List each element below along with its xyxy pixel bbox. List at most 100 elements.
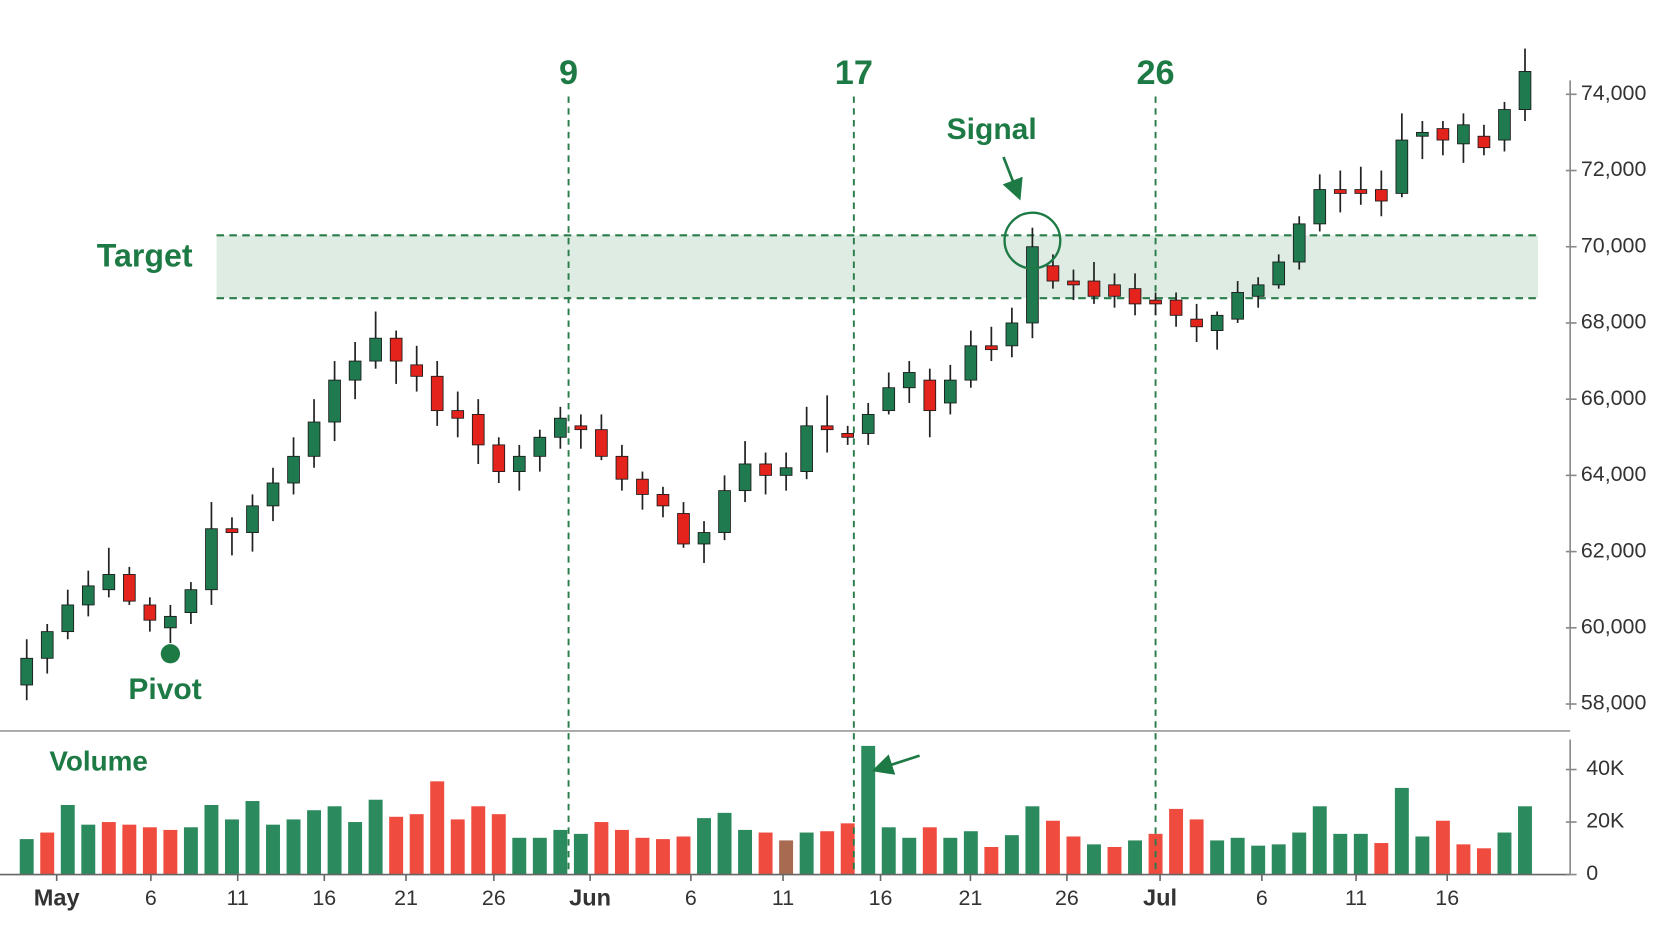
candle-body bbox=[1108, 284, 1121, 297]
volume-bar bbox=[430, 781, 445, 875]
volume-bar bbox=[327, 806, 342, 875]
candle-body bbox=[430, 375, 444, 412]
candle-body bbox=[1354, 189, 1368, 194]
candle-body bbox=[512, 455, 526, 473]
volume-bar bbox=[245, 801, 260, 875]
volume-title: Volume bbox=[49, 745, 148, 776]
volume-bar bbox=[635, 837, 650, 875]
volume-bar bbox=[19, 839, 34, 875]
candle-body bbox=[820, 425, 834, 431]
candle-body bbox=[1416, 131, 1429, 137]
x-tick-label: 21 bbox=[959, 886, 983, 910]
y-tick-label: 0 bbox=[1586, 861, 1598, 885]
candle-body bbox=[1313, 189, 1327, 225]
candle-body bbox=[451, 410, 465, 419]
candle-body bbox=[738, 463, 752, 492]
y-tick-label: 62,000 bbox=[1581, 538, 1647, 562]
target-zone bbox=[216, 235, 1538, 299]
volume-bar bbox=[594, 822, 609, 875]
candle-body bbox=[943, 379, 957, 404]
candle-body bbox=[1026, 246, 1039, 324]
volume-bar bbox=[1004, 835, 1019, 875]
volume-bar bbox=[1292, 832, 1307, 875]
candle-body bbox=[985, 345, 998, 351]
candle-body bbox=[718, 490, 731, 533]
candle-body bbox=[697, 532, 711, 545]
y-tick-label: 74,000 bbox=[1581, 81, 1647, 105]
target-label: Target bbox=[97, 238, 193, 274]
volume-bar bbox=[1312, 806, 1327, 875]
volume-bar bbox=[881, 827, 896, 875]
x-tick-label: 11 bbox=[772, 886, 794, 910]
volume-bar bbox=[840, 823, 855, 875]
candle-body bbox=[1231, 292, 1244, 320]
volume-bar bbox=[1476, 848, 1491, 875]
x-tick-label: 6 bbox=[685, 886, 697, 910]
x-tick-label: May bbox=[34, 884, 80, 910]
x-tick-label: 26 bbox=[482, 886, 506, 910]
volume-bar bbox=[60, 804, 75, 875]
candle-body bbox=[1251, 284, 1265, 297]
candle-body bbox=[40, 631, 54, 659]
candle-body bbox=[369, 337, 382, 362]
volume-bar bbox=[1353, 833, 1368, 875]
candle-body bbox=[1457, 124, 1470, 145]
candle-body bbox=[1046, 265, 1060, 282]
volume-bar bbox=[163, 829, 178, 875]
volume-bar bbox=[738, 829, 753, 875]
candle-body bbox=[287, 455, 300, 484]
signal-label: Signal bbox=[947, 113, 1037, 146]
volume-bar bbox=[1210, 840, 1225, 875]
volume-bar bbox=[1107, 846, 1122, 875]
volume-bar bbox=[1066, 836, 1081, 875]
x-tick-label: Jul bbox=[1143, 884, 1177, 910]
candle-body bbox=[677, 513, 690, 545]
volume-bar bbox=[1189, 819, 1204, 875]
volume-bar bbox=[1518, 806, 1532, 875]
volume-bar bbox=[1045, 820, 1060, 875]
volume-bar bbox=[1456, 844, 1471, 875]
candle-body bbox=[81, 585, 95, 606]
x-tick-label: 11 bbox=[1345, 886, 1367, 910]
candle-body bbox=[615, 455, 629, 480]
candle-body bbox=[656, 494, 670, 507]
volume-bar bbox=[963, 831, 978, 875]
x-tick-label: 11 bbox=[227, 886, 249, 910]
x-tick-label: 16 bbox=[869, 886, 893, 910]
volume-bar bbox=[676, 836, 691, 875]
volume-bar bbox=[1025, 806, 1040, 875]
candle-body bbox=[902, 372, 916, 389]
candle-body bbox=[205, 528, 218, 591]
x-tick-label: Jun bbox=[569, 884, 611, 910]
candle-body bbox=[964, 345, 978, 381]
candle-body bbox=[923, 379, 937, 412]
volume-bar bbox=[307, 810, 322, 875]
volume-bar bbox=[656, 839, 670, 875]
y-tick-label: 68,000 bbox=[1581, 310, 1647, 334]
volume-bar bbox=[266, 824, 280, 875]
y-tick-label: 60,000 bbox=[1581, 614, 1647, 638]
volume-bar bbox=[573, 833, 588, 875]
candle-body bbox=[1087, 280, 1101, 297]
candle-body bbox=[1005, 322, 1019, 347]
x-tick-label: 21 bbox=[394, 886, 418, 910]
y-tick-label: 20K bbox=[1586, 809, 1625, 833]
candle-body bbox=[1169, 299, 1183, 316]
volume-bar bbox=[614, 829, 629, 875]
y-tick-label: 70,000 bbox=[1581, 233, 1647, 257]
candle-body bbox=[307, 421, 321, 457]
volume-bar bbox=[943, 837, 958, 875]
candle-body bbox=[1518, 71, 1532, 110]
volume-bar bbox=[1271, 844, 1286, 875]
candle-body bbox=[1210, 314, 1224, 332]
candle-body bbox=[328, 379, 341, 423]
x-tick-label: 16 bbox=[1435, 886, 1459, 910]
candle-body bbox=[779, 467, 793, 476]
x-tick-label: 26 bbox=[1055, 886, 1079, 910]
volume-bar bbox=[1394, 787, 1409, 875]
volume-bar bbox=[183, 827, 198, 875]
y-tick-label: 72,000 bbox=[1581, 157, 1647, 181]
volume-bar bbox=[491, 814, 506, 875]
x-tick-label: 6 bbox=[145, 886, 157, 910]
volume-bar bbox=[450, 819, 465, 875]
